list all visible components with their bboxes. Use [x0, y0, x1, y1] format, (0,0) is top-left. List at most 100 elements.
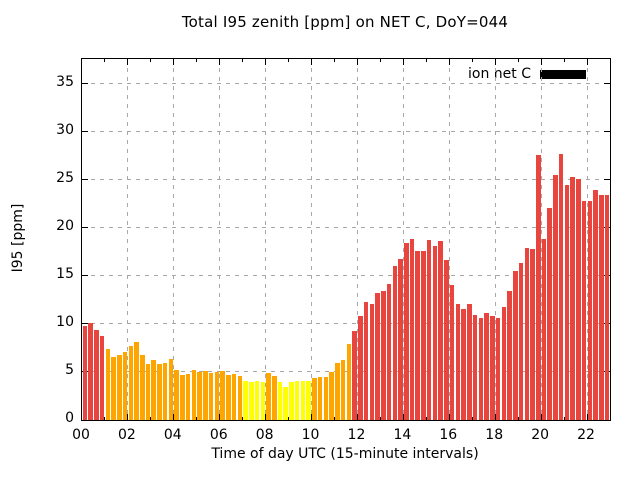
bar [243, 380, 248, 420]
x-minor-tick [196, 59, 198, 62]
bar [495, 318, 501, 420]
bar [363, 301, 369, 420]
bar [151, 360, 156, 420]
y-gridline [82, 227, 610, 229]
bar [174, 370, 179, 420]
bar [392, 266, 398, 420]
bar [352, 330, 357, 420]
y-tick [604, 83, 610, 85]
y-tick-label: 5 [65, 361, 74, 378]
bar [122, 351, 128, 420]
bar [254, 380, 260, 420]
x-minor-tick [379, 417, 381, 420]
x-gridline [173, 59, 175, 420]
x-gridline [127, 59, 129, 420]
x-tick-label: 08 [255, 427, 274, 443]
bar [260, 381, 266, 420]
x-minor-tick [563, 417, 565, 420]
bar [507, 291, 512, 420]
x-tick [494, 414, 496, 420]
bar [220, 371, 225, 420]
x-tick [356, 59, 358, 65]
x-tick [540, 414, 542, 420]
x-tick-label: 22 [577, 427, 595, 443]
bar [358, 316, 363, 420]
bar [369, 303, 375, 420]
x-minor-tick [517, 417, 519, 420]
x-gridline [265, 59, 267, 420]
plot-area: ion net C [81, 58, 611, 421]
x-gridline [402, 59, 404, 420]
bar [581, 201, 587, 420]
bar [157, 364, 162, 420]
bar [111, 356, 116, 420]
x-gridline [586, 59, 588, 420]
y-gridline [82, 371, 610, 373]
x-tick-label: 16 [439, 427, 458, 443]
bar [197, 372, 202, 420]
bar [162, 363, 168, 420]
bar [346, 344, 352, 420]
bar [283, 387, 288, 420]
y-tick [82, 131, 88, 133]
x-tick [219, 414, 221, 420]
x-tick [173, 414, 175, 420]
bar [329, 372, 334, 420]
bar [599, 195, 604, 420]
bar [117, 354, 122, 420]
chart-title: Total I95 zenith [ppm] on NET C, DoY=044 [181, 13, 509, 31]
x-minor-tick [471, 417, 473, 420]
y-tick-label: 35 [56, 73, 74, 90]
bar [403, 243, 409, 420]
bar [461, 308, 466, 420]
bar [530, 249, 535, 420]
bar [249, 381, 254, 420]
x-minor-tick [517, 59, 519, 62]
bar [547, 207, 552, 420]
bar [426, 239, 432, 420]
bar [570, 177, 575, 420]
bar [587, 201, 593, 420]
x-tick [219, 59, 221, 65]
bar [300, 380, 306, 420]
bar [105, 348, 111, 420]
x-minor-tick [288, 59, 290, 62]
x-tick [265, 414, 267, 420]
y-gridline [82, 275, 610, 277]
x-minor-tick [104, 59, 106, 62]
bar [128, 346, 134, 420]
bar [409, 238, 415, 420]
x-gridline [540, 59, 542, 420]
y-tick-label: 20 [56, 217, 74, 234]
y-tick-label: 0 [65, 410, 74, 426]
bar [455, 303, 461, 420]
x-tick [586, 414, 588, 420]
x-tick [448, 414, 450, 420]
x-minor-tick [425, 417, 427, 420]
bar [237, 375, 243, 420]
bar [82, 325, 88, 420]
bar [340, 360, 346, 420]
y-gridline [82, 179, 610, 181]
x-tick-label: 04 [163, 427, 182, 443]
bar [185, 373, 191, 420]
bar [541, 238, 547, 420]
bar [524, 248, 530, 420]
bar [335, 363, 340, 420]
x-tick-label: 18 [485, 427, 504, 443]
bar [593, 189, 598, 420]
bar [518, 262, 524, 420]
x-minor-tick [425, 59, 427, 62]
bar [88, 323, 93, 420]
bar [139, 354, 145, 420]
y-tick [82, 83, 88, 85]
bar [312, 377, 317, 420]
y-tick-label: 25 [56, 169, 74, 186]
x-tick-label: 14 [393, 427, 412, 443]
bar [576, 179, 581, 420]
y-tick-label: 10 [56, 313, 74, 330]
x-minor-tick [196, 417, 198, 420]
bar [231, 373, 237, 420]
bar [294, 380, 300, 420]
